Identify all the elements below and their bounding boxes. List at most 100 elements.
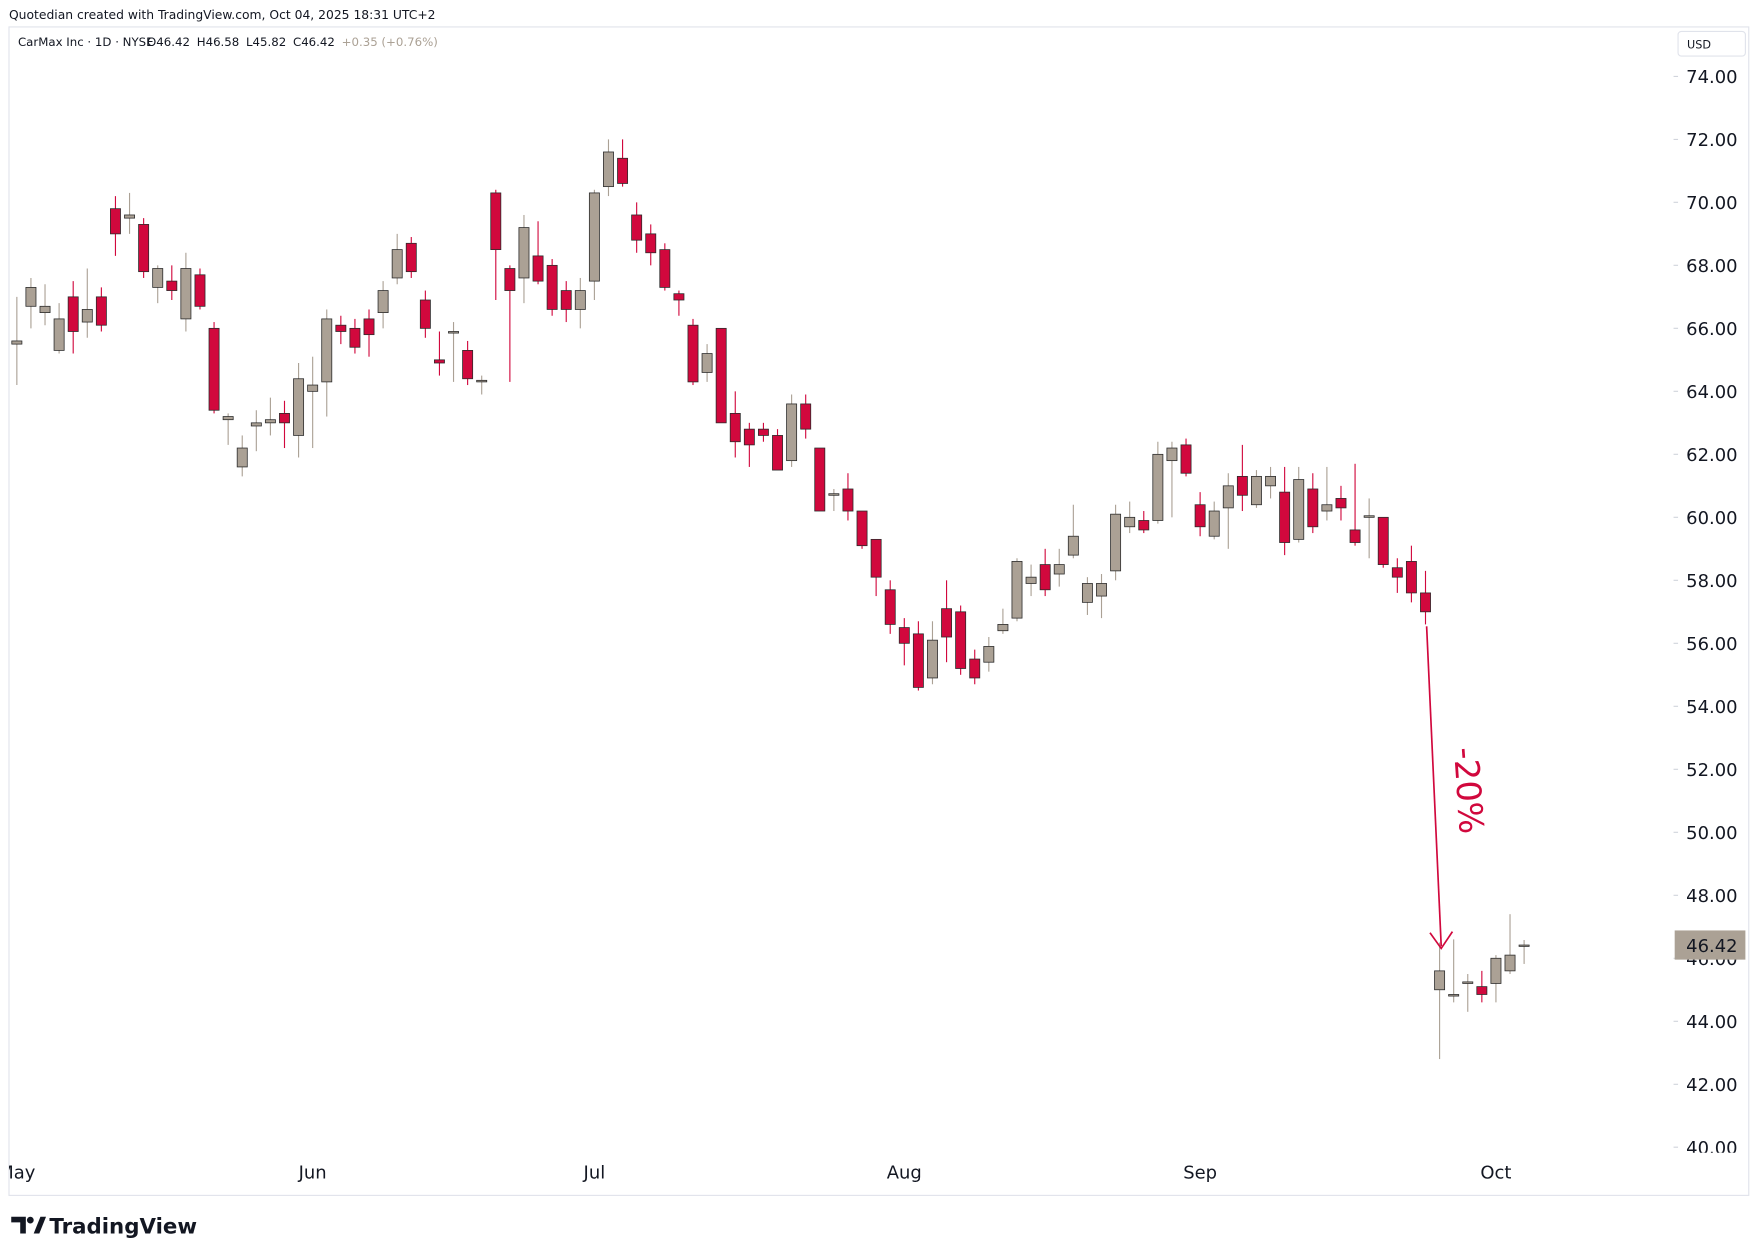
candle-body xyxy=(1448,994,1460,997)
candle xyxy=(518,214,530,304)
candle-body xyxy=(1405,561,1417,594)
candle xyxy=(856,510,868,549)
candle-body xyxy=(941,608,953,638)
candle xyxy=(884,580,896,634)
logo-slash xyxy=(33,1216,47,1234)
ohlc-value: O46.42 xyxy=(147,35,190,49)
candle xyxy=(772,429,783,471)
candle xyxy=(814,447,826,512)
candle-body xyxy=(912,633,924,688)
candle xyxy=(1293,466,1305,543)
candle xyxy=(1377,516,1389,568)
y-tick-label: 40.00 xyxy=(1686,1138,1737,1159)
candle-body xyxy=(1166,447,1178,462)
currency[interactable]: USD xyxy=(1687,38,1711,51)
candle-body xyxy=(293,378,305,436)
candle-body xyxy=(124,214,135,219)
candle xyxy=(631,202,643,253)
symbol-title: CarMax Inc · 1D · NYSE xyxy=(18,35,154,49)
candle xyxy=(1208,501,1220,540)
candle xyxy=(1053,548,1065,587)
candle xyxy=(828,488,840,512)
y-tick-label: 52.00 xyxy=(1686,760,1737,781)
candle xyxy=(307,356,319,449)
candle-body xyxy=(476,379,488,383)
candle xyxy=(997,608,1009,634)
candle-body xyxy=(1222,485,1234,509)
candle-body xyxy=(307,384,319,392)
candle-body xyxy=(39,305,51,313)
candle-body xyxy=(1504,954,1516,972)
candle-body xyxy=(1377,516,1389,565)
candle-body xyxy=(560,290,572,310)
candle-body xyxy=(138,224,150,273)
y-tick-label: 72.00 xyxy=(1686,130,1737,151)
candle-body xyxy=(166,280,178,291)
candle-body xyxy=(250,422,262,427)
candle xyxy=(927,621,938,685)
candle-body xyxy=(419,299,431,329)
candle xyxy=(1335,485,1347,521)
candle xyxy=(715,327,727,424)
candle-body xyxy=(800,403,812,430)
y-tick-label: 74.00 xyxy=(1686,67,1737,88)
candle xyxy=(124,192,135,234)
chart-frame xyxy=(8,26,1750,1196)
candle-body xyxy=(772,435,783,471)
candle-body xyxy=(264,419,276,424)
candle-body xyxy=(518,227,530,279)
y-tick-label: 42.00 xyxy=(1686,1075,1737,1096)
candle-body xyxy=(983,646,995,663)
x-tick-label: Oct xyxy=(1480,1163,1511,1184)
candle xyxy=(532,221,544,285)
candle-body xyxy=(927,639,938,679)
currency-box[interactable] xyxy=(1677,30,1746,57)
candle-body xyxy=(180,268,192,320)
candle-body xyxy=(1208,510,1220,537)
candle-body xyxy=(955,611,967,669)
candle xyxy=(1504,914,1516,975)
candle xyxy=(1138,511,1150,534)
candle-body xyxy=(1025,576,1037,584)
candle-body xyxy=(1335,498,1347,509)
candle-body xyxy=(335,324,347,332)
candle xyxy=(800,394,812,439)
candle-body xyxy=(969,658,981,679)
candle xyxy=(673,290,685,316)
candle-body xyxy=(673,293,685,301)
candle xyxy=(1363,498,1375,559)
ohlc-legend: O46.42 H46.58 L45.82 C46.42 +0.35 (+0.76%) xyxy=(147,35,438,49)
y-tick-label: 48.00 xyxy=(1686,886,1737,907)
ohlc-value: H46.58 xyxy=(197,35,240,49)
candle xyxy=(1518,940,1530,964)
candle xyxy=(1349,463,1361,546)
candle-body xyxy=(546,264,558,310)
candle xyxy=(194,268,206,310)
candle-body xyxy=(645,233,657,254)
candle xyxy=(574,277,586,329)
candle xyxy=(250,410,262,452)
candle xyxy=(1166,441,1178,518)
candle xyxy=(1180,438,1192,477)
candle-body xyxy=(631,214,643,241)
candle-body xyxy=(490,192,502,251)
candle-body xyxy=(349,327,361,348)
candle-body xyxy=(1349,529,1361,543)
candle xyxy=(1448,939,1460,1003)
candle-body xyxy=(1321,504,1333,512)
candle-body xyxy=(603,151,614,188)
y-tick-label: 66.00 xyxy=(1686,319,1737,340)
candle xyxy=(391,233,403,285)
y-tick-label: 50.00 xyxy=(1686,823,1737,844)
candle xyxy=(180,252,192,332)
candle-body xyxy=(208,327,220,411)
candle xyxy=(1391,558,1403,593)
brand-logo: TradingView xyxy=(11,1215,197,1240)
candle-body xyxy=(1363,515,1375,518)
plot-area xyxy=(11,139,1530,1060)
candle-body xyxy=(279,412,290,424)
arrow-head xyxy=(1429,931,1454,950)
candle-body xyxy=(391,249,403,279)
